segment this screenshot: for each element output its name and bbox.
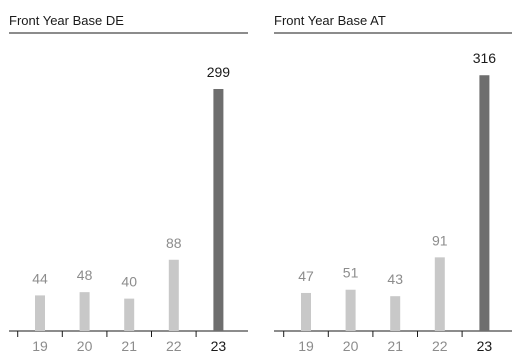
tick-label-at-20: 20 xyxy=(343,338,359,354)
value-label-at-22: 91 xyxy=(432,232,448,248)
bar-at-22 xyxy=(434,257,445,331)
bar-de-22 xyxy=(168,259,179,331)
tick-label-at-23: 23 xyxy=(477,338,493,354)
bar-de-19 xyxy=(35,295,45,331)
value-label-at-21: 43 xyxy=(387,271,403,287)
bar-at-21 xyxy=(390,296,401,331)
bar-de-20 xyxy=(79,292,90,331)
chart-de: Front Year Base DE 44 19 48 20 40 21 88 22 299 23 xyxy=(9,13,248,354)
bar-at-20 xyxy=(345,289,356,331)
tick-label-at-21: 21 xyxy=(387,338,403,354)
tick-label-de-22: 22 xyxy=(166,338,182,354)
chart-title-de: Front Year Base DE xyxy=(9,13,124,28)
value-label-de-19: 44 xyxy=(32,270,48,286)
tick-label-de-19: 19 xyxy=(32,338,48,354)
tick-label-at-19: 19 xyxy=(298,338,314,354)
chart-title-at: Front Year Base AT xyxy=(274,13,386,28)
bar-at-19 xyxy=(301,292,311,331)
bar-at-23 xyxy=(479,75,490,331)
tick-label-de-23: 23 xyxy=(211,338,227,354)
bar-de-21 xyxy=(124,298,135,331)
value-label-de-20: 48 xyxy=(77,267,93,283)
tick-label-at-22: 22 xyxy=(432,338,448,354)
value-label-at-20: 51 xyxy=(343,265,359,281)
tick-label-de-21: 21 xyxy=(121,338,137,354)
bar-de-23 xyxy=(213,88,224,331)
tick-label-de-20: 20 xyxy=(77,338,93,354)
chart-at: Front Year Base AT 47 19 51 20 43 21 91 22 316 23 xyxy=(274,13,512,354)
value-label-at-19: 47 xyxy=(298,268,314,284)
value-label-de-23: 299 xyxy=(207,64,231,80)
value-label-at-23: 316 xyxy=(473,50,497,66)
value-label-de-22: 88 xyxy=(166,235,182,251)
value-label-de-21: 40 xyxy=(121,274,137,290)
